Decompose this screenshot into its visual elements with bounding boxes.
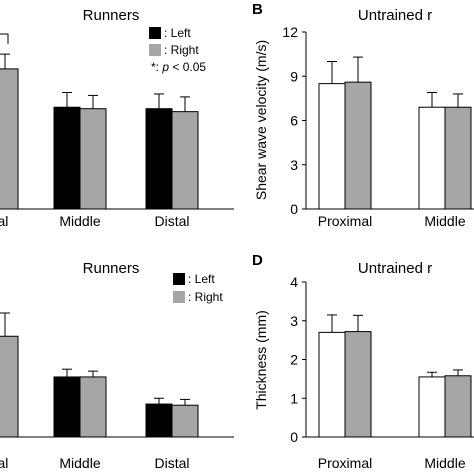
significance-note: *: p < 0.05 [151,60,206,74]
legend-label-right: : Right [164,43,199,57]
y-tick-label: 0 [290,201,298,217]
legend-swatch-left [149,27,161,39]
panel-c-legend: : Left : Right [173,272,223,304]
legend-label-right: : Right [188,290,223,304]
panel-d-categories: Proximal Middle [318,455,466,471]
y-tick-label: 3 [290,313,298,329]
bar [0,335,19,438]
y-tick-label: 4 [290,274,298,290]
panel-b-letter: B [252,1,263,18]
y-tick-label: 0 [290,429,298,445]
panel-d-bars [318,314,472,438]
panel-d-title: Untrained r [358,260,432,277]
legend-swatch-right [149,44,161,56]
panel-b-title: Untrained r [358,7,432,24]
panel-d-letter: D [252,252,263,269]
panel-b: B Untrained r Shear wave velocity (m/s) … [252,1,474,229]
category-label: Middle [424,213,465,229]
panel-d: D Untrained r Thickness (mm) 0 1 2 3 4 Proxi… [252,252,474,471]
panel-a: Runners : Left : Right *: p < 0.05 ximal… [0,7,234,229]
panel-c-bars [0,312,199,438]
category-label: Proximal [318,455,372,471]
bar [344,81,372,210]
bar [444,375,472,438]
panel-d-y-ticks: 0 1 2 3 4 [290,274,306,445]
bar [318,83,346,210]
bar [0,68,19,210]
panel-b-categories: Proximal Middle [318,213,466,229]
significance-bracket [0,33,9,44]
category-label: ximal [0,213,8,229]
legend-swatch-right [173,291,185,303]
legend-label-left: : Left [164,26,191,40]
panel-b-bars [318,56,472,210]
category-label: Distal [154,213,189,229]
bar [145,108,173,210]
panel-c: Runners : Left : Right ximal Middle Distal [0,260,234,471]
bar [79,108,107,210]
bar [418,106,446,210]
category-label: Middle [59,455,100,471]
category-label: ximal [0,455,8,471]
panel-c-categories: ximal Middle Distal [0,455,190,471]
panel-b-y-ticks: 0 3 6 9 12 [282,24,306,217]
y-tick-label: 3 [290,157,298,173]
bar [418,376,446,438]
y-tick-label: 1 [290,390,298,406]
bar [145,403,173,438]
panel-c-title: Runners [83,260,140,277]
category-label: Distal [154,455,189,471]
category-label: Middle [59,213,100,229]
bar [171,404,199,438]
bar [79,376,107,438]
bar [171,111,199,210]
bar [344,331,372,438]
bar [53,106,81,210]
bar [318,331,346,438]
bar [444,106,472,210]
legend-swatch-left [173,273,185,285]
y-tick-label: 2 [290,352,298,368]
panel-d-y-label: Thickness (mm) [253,310,269,410]
panel-a-title: Runners [83,7,140,24]
y-tick-label: 12 [282,24,298,40]
panel-a-legend: : Left : Right *: p < 0.05 [149,26,206,74]
panel-b-y-label: Shear wave velocity (m/s) [253,40,269,200]
panel-a-bars [0,53,199,210]
category-label: Proximal [318,213,372,229]
panel-a-categories: ximal Middle Distal [0,213,190,229]
y-tick-label: 9 [290,68,298,84]
bar [53,376,81,438]
y-tick-label: 6 [290,113,298,129]
legend-label-left: : Left [188,272,215,286]
category-label: Middle [424,455,465,471]
